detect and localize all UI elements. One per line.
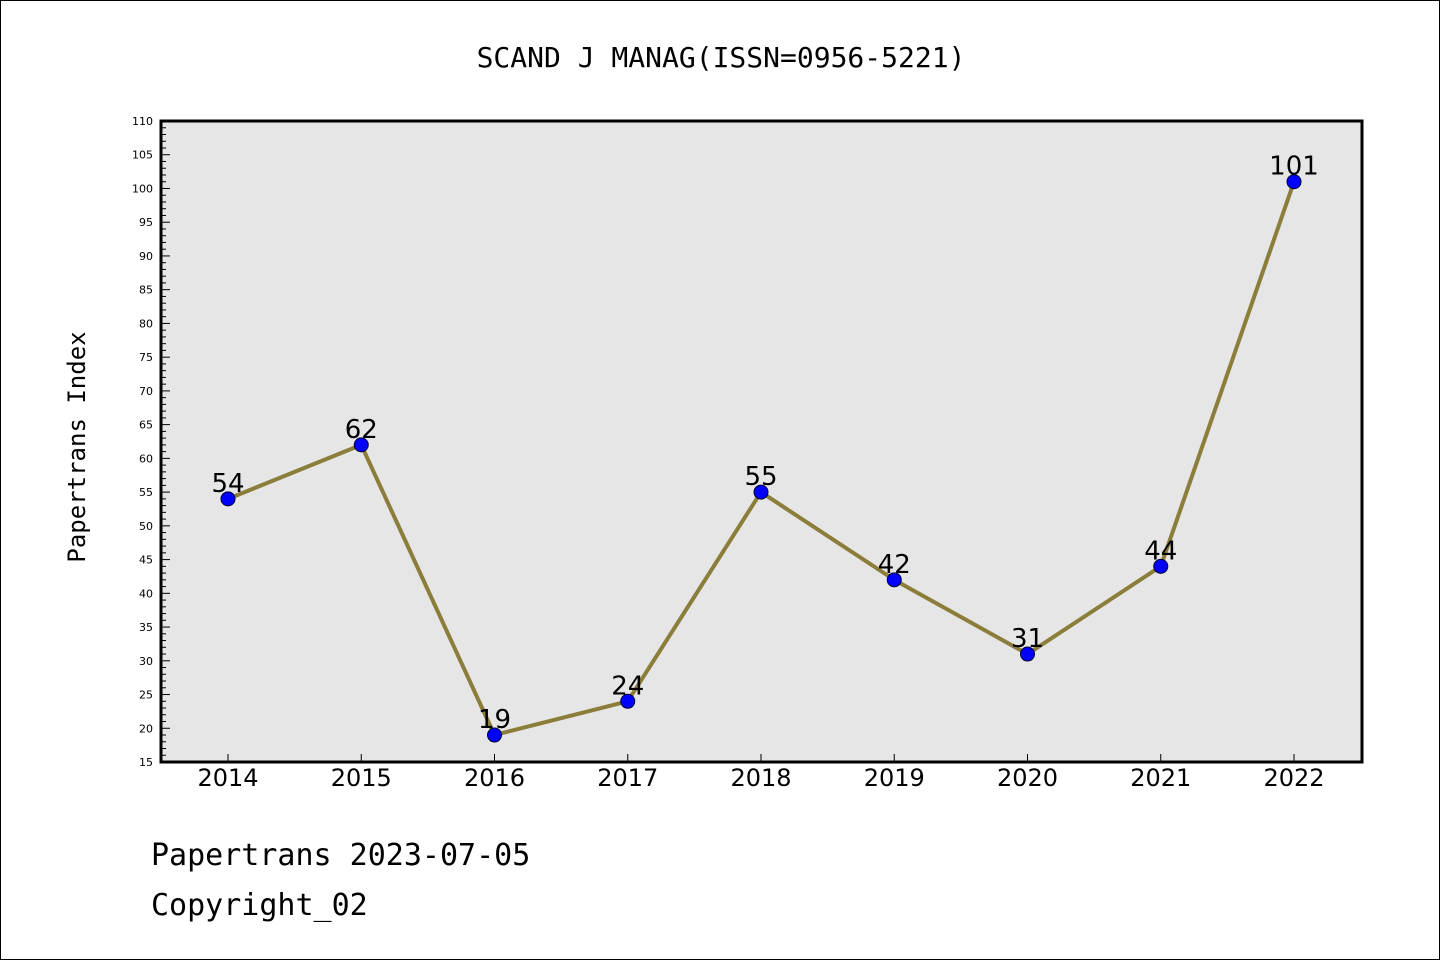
y-tick-label: 100 bbox=[132, 182, 153, 195]
y-tick-label: 95 bbox=[139, 216, 153, 229]
data-point-2017 bbox=[620, 693, 636, 709]
x-tick-label: 2018 bbox=[730, 764, 791, 792]
data-point-2015 bbox=[353, 437, 369, 453]
x-axis-ticks: 2014 2015 2016 2017 2018 2019 2020 2021 2022 bbox=[197, 754, 1325, 792]
chart-title: SCAND J MANAG(ISSN=0956-5221) bbox=[477, 41, 966, 74]
data-label-2022: 101 bbox=[1269, 152, 1319, 182]
y-tick-label: 55 bbox=[139, 486, 153, 499]
y-tick-label: 25 bbox=[139, 689, 153, 702]
data-markers bbox=[220, 174, 1302, 743]
y-tick-label: 30 bbox=[139, 655, 153, 668]
data-label-2021: 44 bbox=[1144, 536, 1177, 566]
y-tick-label: 45 bbox=[139, 554, 153, 567]
data-point-2014 bbox=[220, 491, 236, 507]
x-tick-label: 2016 bbox=[464, 764, 525, 792]
x-tick-label: 2020 bbox=[997, 764, 1058, 792]
plot-area bbox=[159, 119, 1364, 764]
data-point-2022 bbox=[1286, 174, 1302, 190]
y-tick-label: 40 bbox=[139, 587, 153, 600]
y-tick-label: 90 bbox=[139, 250, 153, 263]
x-tick-label: 2015 bbox=[331, 764, 392, 792]
data-point-2016 bbox=[487, 727, 502, 743]
x-tick-label: 2022 bbox=[1263, 764, 1324, 792]
data-point-2019 bbox=[886, 572, 902, 588]
x-tick-label: 2017 bbox=[597, 764, 658, 792]
data-point-2021 bbox=[1153, 558, 1169, 574]
y-tick-label: 65 bbox=[139, 419, 153, 432]
footer-source-date: Papertrans 2023-07-05 bbox=[151, 838, 530, 873]
y-tick-label: 60 bbox=[139, 452, 153, 465]
data-label-2015: 62 bbox=[345, 415, 378, 445]
data-point-2018 bbox=[753, 484, 769, 500]
y-tick-label: 110 bbox=[132, 115, 153, 128]
y-tick-label: 50 bbox=[139, 520, 153, 533]
data-label-2014: 54 bbox=[211, 469, 244, 499]
footer-copyright: Copyright_02 bbox=[151, 888, 368, 923]
data-label-2020: 31 bbox=[1011, 624, 1044, 654]
y-tick-label: 75 bbox=[139, 351, 153, 364]
y-tick-label: 70 bbox=[139, 385, 153, 398]
y-tick-label: 105 bbox=[132, 149, 153, 162]
y-tick-label: 80 bbox=[139, 317, 153, 330]
data-label-2016: 19 bbox=[478, 705, 511, 735]
y-axis-title: Papertrans Index bbox=[63, 331, 91, 562]
y-axis-ticks: 15 20 25 30 35 40 45 50 55 60 65 70 75 80 85 90 95 100 105… bbox=[132, 115, 170, 769]
data-label-2017: 24 bbox=[611, 671, 644, 701]
x-tick-label: 2014 bbox=[197, 764, 258, 792]
data-label-2018: 55 bbox=[744, 462, 777, 492]
data-point-2020 bbox=[1020, 646, 1035, 662]
y-tick-label: 20 bbox=[139, 722, 153, 735]
y-tick-label: 85 bbox=[139, 284, 153, 297]
x-tick-label: 2021 bbox=[1130, 764, 1191, 792]
y-tick-label: 35 bbox=[139, 621, 153, 634]
y-tick-label: 15 bbox=[139, 756, 153, 769]
data-labels: 54 62 19 24 55 42 31 44 101 bbox=[211, 152, 1318, 735]
data-label-2019: 42 bbox=[878, 550, 911, 580]
x-tick-label: 2019 bbox=[864, 764, 925, 792]
